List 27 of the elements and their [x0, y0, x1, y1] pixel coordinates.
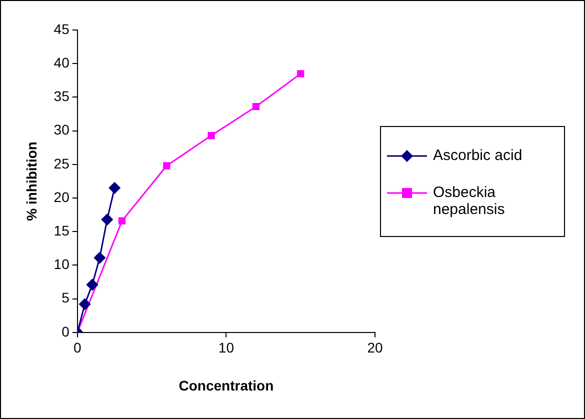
x-tick-label: 10 [218, 340, 234, 356]
x-axis-title: Concentration [178, 377, 274, 394]
point [108, 182, 120, 194]
point [79, 298, 91, 310]
point [252, 103, 260, 110]
y-axis-title: % inhibition [23, 142, 40, 221]
x-tick-label: 0 [73, 340, 82, 356]
y-tick-label: 10 [54, 256, 70, 272]
y-tick-label: 40 [54, 54, 70, 70]
y-tick-label: 25 [54, 155, 70, 172]
y-tick-label: 35 [54, 88, 70, 104]
legend-label: Osbeckia nepalensis [433, 184, 506, 218]
point [163, 162, 170, 170]
y-tick-label: 30 [54, 122, 70, 138]
y-tick-label: 20 [54, 188, 70, 205]
point [94, 252, 106, 264]
y-tick-label: 5 [62, 290, 70, 306]
point [86, 278, 98, 290]
x-tick-label: 20 [367, 340, 383, 356]
point [118, 217, 126, 224]
y-tick-label: 0 [62, 323, 70, 340]
y-tick-label: 45 [54, 20, 70, 37]
y-tick-label: 15 [54, 222, 70, 238]
point [208, 132, 215, 140]
point [297, 70, 304, 78]
point [101, 214, 113, 226]
legend-label: Ascorbic acid [433, 146, 522, 164]
